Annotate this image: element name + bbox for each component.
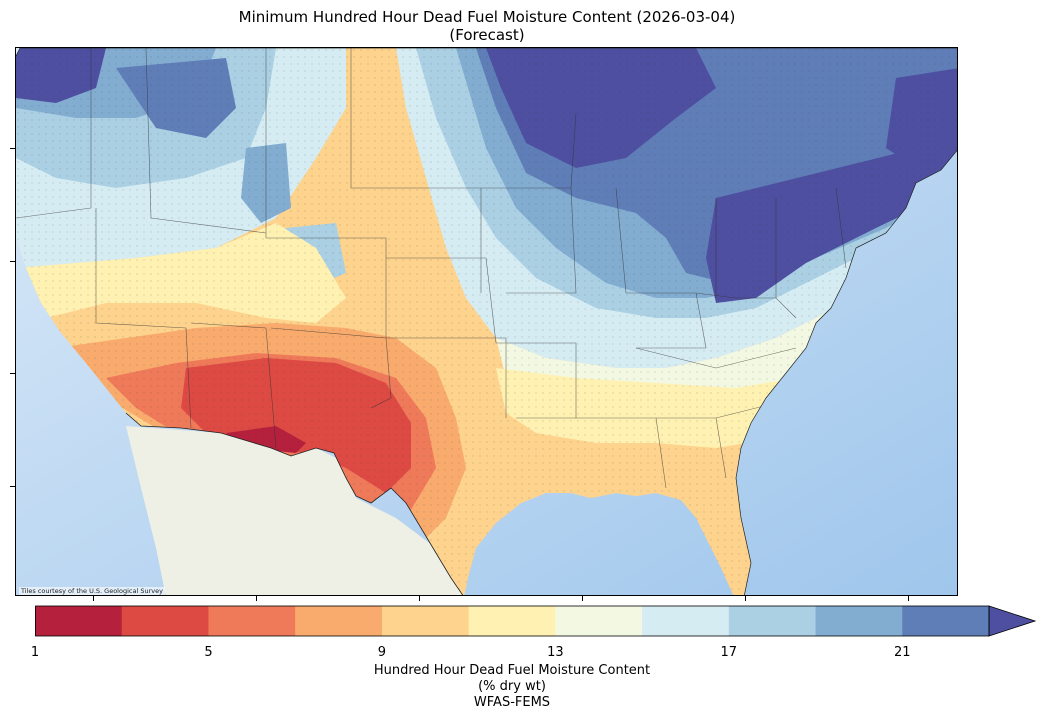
colorbar-segment [555,606,643,636]
x-tick [582,596,583,601]
colorbar-segment [642,606,730,636]
title-line-1: Minimum Hundred Hour Dead Fuel Moisture … [238,8,736,26]
colorbar-segment [728,606,817,636]
colorbar-segment [815,606,903,636]
colorbar-tick-label: 21 [893,645,911,660]
x-tick [908,596,909,601]
x-tick [93,596,94,601]
colorbar-tick-label: 5 [204,645,213,660]
colorbar-title-line-2: (% dry wt) [478,679,546,694]
colorbar-title-line-1: Hundred Hour Dead Fuel Moisture Content [373,663,651,678]
x-tick [256,596,257,601]
title-line-2: (Forecast) [449,26,525,44]
y-tick [10,148,15,149]
colorbar-segment [35,606,123,636]
x-tick [419,596,420,601]
colorbar [35,605,1037,637]
colorbar-segment [295,606,383,636]
fuel-moisture-map [16,48,957,595]
mexico-land [126,426,464,595]
colorbar-segment [208,606,296,636]
colorbar-title-line-3: WFAS-FEMS [473,695,551,710]
colorbar-segment [381,606,470,636]
x-tick [745,596,746,601]
colorbar-extend-arrow [988,605,1037,637]
colorbar-tick-label: 1 [30,645,40,660]
colorbar-border [35,605,990,637]
mexico-border [125,412,464,595]
y-tick [10,486,15,487]
y-tick [10,261,15,262]
y-tick [10,373,15,374]
colorbar-tick-label: 17 [720,645,738,660]
colorbar-tick-label: 9 [377,645,387,660]
map-attribution: Tiles courtesy of the U.S. Geological Su… [19,587,165,595]
colorbar-segment [902,606,990,636]
colorbar-tick-label: 13 [547,645,564,660]
map-panel[interactable] [15,47,958,596]
colorbar-segment [468,606,556,636]
state-boundaries [16,48,847,489]
colorbar-segment [121,606,209,636]
colorbar-title: Hundred Hour Dead Fuel Moisture Content … [0,663,1024,711]
map-title: Minimum Hundred Hour Dead Fuel Moisture … [0,8,974,44]
us-outline [16,48,957,595]
